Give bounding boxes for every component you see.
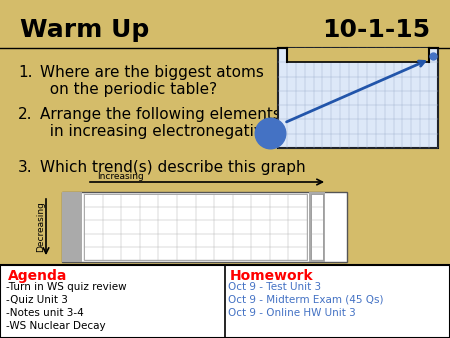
Text: Where are the biggest atoms
  on the periodic table?: Where are the biggest atoms on the perio… <box>40 65 264 97</box>
Bar <box>309 192 325 262</box>
Text: Homework: Homework <box>230 269 314 283</box>
Bar <box>0 265 450 338</box>
Bar <box>84 194 307 260</box>
Text: Oct 9 - Midterm Exam (45 Qs): Oct 9 - Midterm Exam (45 Qs) <box>228 295 383 305</box>
Text: Warm Up: Warm Up <box>20 18 149 42</box>
Text: 10-1-15: 10-1-15 <box>322 18 430 42</box>
Bar <box>62 192 347 262</box>
Bar <box>311 194 323 260</box>
Text: -Notes unit 3-4: -Notes unit 3-4 <box>6 308 84 318</box>
Text: Which trend(s) describe this graph: Which trend(s) describe this graph <box>40 160 306 175</box>
Bar <box>62 192 82 262</box>
Text: -Turn in WS quiz review: -Turn in WS quiz review <box>6 282 126 292</box>
Text: 2.: 2. <box>18 107 32 122</box>
Text: Increasing: Increasing <box>97 172 144 181</box>
Text: Arrange the following elements
  in increasing electronegativity: Cl, As, Sn: Arrange the following elements in increa… <box>40 107 363 139</box>
Text: 3.: 3. <box>18 160 32 175</box>
Bar <box>278 48 438 148</box>
Text: Agenda: Agenda <box>8 269 68 283</box>
Text: Decreasing: Decreasing <box>36 201 45 252</box>
Text: 1.: 1. <box>18 65 32 80</box>
Text: Oct 9 - Online HW Unit 3: Oct 9 - Online HW Unit 3 <box>228 308 356 318</box>
Bar <box>287 48 429 62</box>
Text: -Quiz Unit 3: -Quiz Unit 3 <box>6 295 68 305</box>
Text: Oct 9 - Test Unit 3: Oct 9 - Test Unit 3 <box>228 282 321 292</box>
Text: -WS Nuclear Decay: -WS Nuclear Decay <box>6 321 106 331</box>
